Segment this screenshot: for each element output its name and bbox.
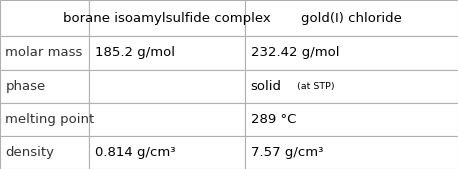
Bar [245,0,458,36]
Bar [89,36,245,69]
Text: borane isoamylsulfide complex: borane isoamylsulfide complex [63,12,271,25]
Bar [245,69,458,103]
Text: (at STP): (at STP) [294,82,335,91]
Text: gold(I) chloride: gold(I) chloride [301,12,402,25]
Bar [89,103,245,136]
Text: melting point: melting point [5,113,95,126]
Bar [0,103,89,136]
Bar [245,136,458,169]
Text: solid: solid [251,80,282,93]
Text: 289 °C: 289 °C [251,113,296,126]
Text: 185.2 g/mol: 185.2 g/mol [95,46,175,59]
Text: 7.57 g/cm³: 7.57 g/cm³ [251,146,323,159]
Text: 232.42 g/mol: 232.42 g/mol [251,46,339,59]
Bar [89,136,245,169]
Bar [89,69,245,103]
Bar [0,0,89,36]
Text: molar mass: molar mass [5,46,83,59]
Bar [245,36,458,69]
Bar [89,0,245,36]
Bar [0,36,89,69]
Bar [0,69,89,103]
Text: phase: phase [5,80,46,93]
Bar [245,103,458,136]
Text: 0.814 g/cm³: 0.814 g/cm³ [95,146,175,159]
Text: density: density [5,146,55,159]
Bar [0,136,89,169]
